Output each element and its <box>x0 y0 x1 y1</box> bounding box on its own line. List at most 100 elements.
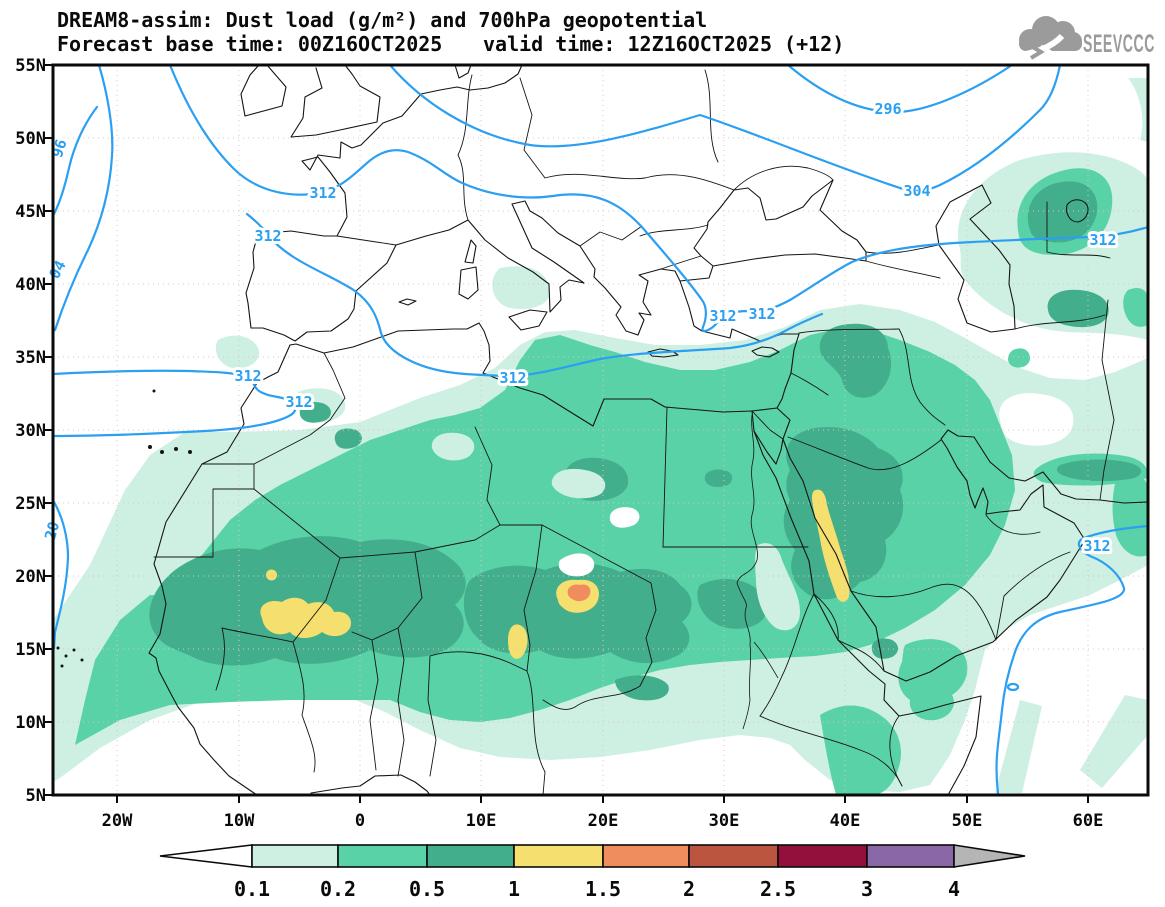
lat-label-10n: 10N <box>15 713 46 733</box>
coastline-denmark <box>454 65 472 79</box>
lon-label-50e: 50E <box>952 811 983 831</box>
coastline-ireland <box>240 65 287 117</box>
lon-axis: 20W 10W 0 10E 20E 30E 40E 50E 60E <box>102 811 1104 831</box>
contour-312-morocco <box>53 369 297 438</box>
chevron-icon <box>1029 44 1045 60</box>
coastline-sinai <box>751 407 791 465</box>
coastline-northafrica <box>289 322 753 427</box>
geo-label-312-spain: 312 <box>254 227 281 245</box>
geo-label-304: 304 <box>903 182 930 200</box>
coastline-redsea-africa <box>753 430 982 795</box>
geo-label-296: 296 <box>874 100 901 118</box>
cloud-icon <box>1011 16 1082 60</box>
colorbar-label-0.2: 0.2 <box>320 877 356 901</box>
contour-304-west <box>53 65 114 332</box>
islands-canary <box>148 389 192 454</box>
lat-label-5n: 5N <box>26 786 46 806</box>
island-corsica <box>464 239 477 264</box>
coastline-mediterranean <box>395 200 714 336</box>
coastline-caspian <box>935 184 1016 333</box>
lat-label-55n: 55N <box>15 56 46 76</box>
contour-312-loop <box>1006 682 1020 692</box>
geo-label-304-edge: 04 <box>45 257 69 281</box>
lon-label-10e: 10E <box>466 811 497 831</box>
colorbar-label-1.5: 1.5 <box>585 877 621 901</box>
geo-label-312-anatolia-2: 312 <box>748 305 775 323</box>
axis-ticks <box>45 64 1089 803</box>
colorbar-label-2.5: 2.5 <box>760 877 796 901</box>
contour-296-northeast <box>786 65 1014 114</box>
coastline-blacksea <box>693 179 867 267</box>
colorbar-segment-4 <box>513 844 604 868</box>
lat-label-50n: 50N <box>15 129 46 149</box>
geo-label-312-oman: 312 <box>1083 537 1110 555</box>
island-balearic <box>398 298 417 306</box>
forecast-base-time: Forecast base time: 00Z16OCT2025 <box>57 32 442 56</box>
nile-river <box>736 414 779 730</box>
lon-label-10w: 10W <box>224 811 255 831</box>
lat-label-25n: 25N <box>15 494 46 514</box>
lat-axis: 55N 50N 45N 40N 35N 30N 25N 20N 15N 10N … <box>15 56 46 806</box>
lat-label-35n: 35N <box>15 348 46 368</box>
lat-label-40n: 40N <box>15 275 46 295</box>
dust-fill-level-1.5 <box>567 584 591 602</box>
graticule <box>53 65 1148 795</box>
colorbar-under-arrow <box>159 844 253 868</box>
colorbar-segment-5 <box>602 844 690 868</box>
chevron-icon-white <box>1040 44 1054 60</box>
contour-296-west <box>53 105 99 216</box>
geo-label-296-edge: 96 <box>48 137 71 160</box>
geopotential-labels: 296 304 312 312 312 312 312 312 312 312 … <box>38 97 1119 558</box>
contour-320-west <box>53 500 70 650</box>
logo-text: SEEVCCC <box>1083 30 1155 58</box>
colorbar-segment-3 <box>426 844 515 868</box>
colorbar-label-3: 3 <box>861 877 873 901</box>
coastline-westafrica <box>148 344 291 795</box>
colorbar: 0.1 0.2 0.5 1 1.5 2 2.5 3 4 <box>159 844 1026 901</box>
colorbar-segment-8 <box>866 844 955 868</box>
contour-312-europe <box>168 65 1148 333</box>
lon-label-20e: 20E <box>588 811 619 831</box>
geo-label-312-anatolia-1: 312 <box>709 307 736 325</box>
colorbar-segment-2 <box>337 844 428 868</box>
lat-label-20n: 20N <box>15 567 46 587</box>
coastlines <box>56 65 1148 795</box>
coastline-iberia <box>245 230 397 342</box>
islands-capeverde <box>56 646 84 668</box>
valid-time: valid time: 12Z16OCT2025 (+12) <box>483 32 844 56</box>
coastline-britain <box>290 65 381 138</box>
country-borders <box>153 69 1115 795</box>
lon-label-60e: 60E <box>1073 811 1104 831</box>
contour-304-northeast <box>388 65 1062 192</box>
coastline-anatolia-levant <box>679 280 800 412</box>
page-title: DREAM8-assim: Dust load (g/m²) and 700hP… <box>57 8 707 32</box>
lon-label-40e: 40E <box>830 811 861 831</box>
geo-label-312-morocco-2: 312 <box>285 393 312 411</box>
colorbar-segment-7 <box>777 844 868 868</box>
island-sicily <box>508 309 548 331</box>
lon-label-30e: 30E <box>709 811 740 831</box>
geo-label-312-med: 312 <box>499 369 526 387</box>
lake-aral <box>1066 199 1089 223</box>
contour-312-oman <box>995 524 1148 795</box>
geo-label-312-brittany: 312 <box>309 184 336 202</box>
island-cyprus <box>751 346 780 358</box>
dust-holes <box>431 393 1074 631</box>
island-crete <box>647 348 679 358</box>
colorbar-segment-6 <box>688 844 779 868</box>
colorbar-label-2: 2 <box>683 877 695 901</box>
lat-label-15n: 15N <box>15 640 46 660</box>
coastline-arabia <box>782 429 1086 682</box>
geo-label-312-caspian: 312 <box>1089 231 1116 249</box>
lon-label-20w: 20W <box>102 811 133 831</box>
coastline-path <box>301 65 523 237</box>
cloud-swoosh <box>1011 33 1065 59</box>
geo-label-312-morocco-1: 312 <box>234 367 261 385</box>
island-sardinia <box>458 266 479 300</box>
coastline-guinea-gulf <box>310 774 431 795</box>
colorbar-segment-1 <box>251 844 339 868</box>
colorbar-label-1: 1 <box>508 877 520 901</box>
colorbar-label-0.5: 0.5 <box>409 877 445 901</box>
colorbar-over-arrow <box>953 844 1026 868</box>
